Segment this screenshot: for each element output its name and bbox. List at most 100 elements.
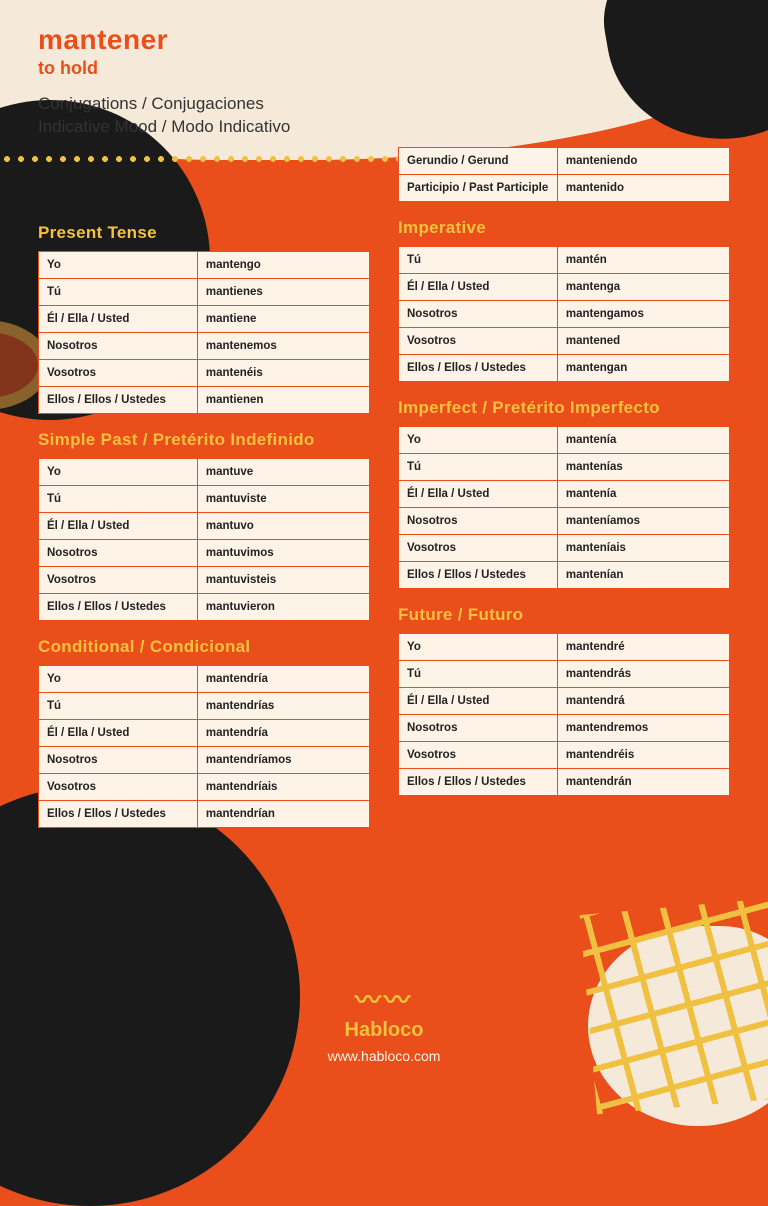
form-cell: mantenéis	[197, 359, 369, 386]
pronoun-cell: Vosotros	[39, 359, 198, 386]
pronoun-cell: Vosotros	[39, 773, 198, 800]
table-row: Vosotrosmantenéis	[39, 359, 370, 386]
table-row: Él / Ella / Ustedmantendría	[39, 719, 370, 746]
form-cell: mantuve	[197, 458, 369, 485]
table-row: Vosotrosmantendréis	[399, 741, 730, 768]
pronoun-cell: Él / Ella / Usted	[399, 687, 558, 714]
pronoun-cell: Vosotros	[399, 741, 558, 768]
form-cell: mantendrás	[557, 660, 729, 687]
form-cell: mantenía	[557, 480, 729, 507]
table-row: Vosotrosmantuvisteis	[39, 566, 370, 593]
form-cell: mantengan	[557, 354, 729, 381]
form-cell: mantened	[557, 327, 729, 354]
form-cell: manteníamos	[557, 507, 729, 534]
form-cell: manteniendo	[557, 147, 729, 174]
brand-name: Habloco	[0, 1019, 768, 1042]
form-cell: mantendríamos	[197, 746, 369, 773]
pronoun-cell: Nosotros	[399, 714, 558, 741]
label-cell: Gerundio / Gerund	[399, 147, 558, 174]
pronoun-cell: Él / Ella / Usted	[399, 273, 558, 300]
form-cell: mantuvo	[197, 512, 369, 539]
table-row: Ellos / Ellos / Ustedesmantuvieron	[39, 593, 370, 620]
pronoun-cell: Yo	[399, 426, 558, 453]
table-row: Nosotrosmantendremos	[399, 714, 730, 741]
table-present: Yomantengo Túmantienes Él / Ella / Usted…	[38, 251, 370, 414]
form-cell: mantuvieron	[197, 593, 369, 620]
form-cell: mantenían	[557, 561, 729, 588]
form-cell: mantiene	[197, 305, 369, 332]
section-title-conditional: Conditional / Condicional	[38, 637, 370, 657]
form-cell: mantendréis	[557, 741, 729, 768]
form-cell: mantuviste	[197, 485, 369, 512]
form-cell: mantendría	[197, 665, 369, 692]
form-cell: mantendría	[197, 719, 369, 746]
pronoun-cell: Nosotros	[399, 507, 558, 534]
pronoun-cell: Yo	[39, 665, 198, 692]
pronoun-cell: Yo	[39, 458, 198, 485]
pronoun-cell: Él / Ella / Usted	[39, 512, 198, 539]
verb-translation: to hold	[38, 58, 730, 79]
table-conditional: Yomantendría Túmantendrías Él / Ella / U…	[38, 665, 370, 828]
table-row: Vosotrosmantened	[399, 327, 730, 354]
form-cell: mantendremos	[557, 714, 729, 741]
pronoun-cell: Tú	[399, 660, 558, 687]
form-cell: mantienes	[197, 278, 369, 305]
form-cell: mantén	[557, 246, 729, 273]
table-row: Túmantenías	[399, 453, 730, 480]
table-row: Túmantendrás	[399, 660, 730, 687]
table-imperative: Túmantén Él / Ella / Ustedmantenga Nosot…	[398, 246, 730, 382]
logo-icon: 〰〰	[0, 993, 768, 1009]
table-row: Túmantendrías	[39, 692, 370, 719]
section-title-future: Future / Futuro	[398, 605, 730, 625]
pronoun-cell: Vosotros	[399, 327, 558, 354]
form-cell: mantendrían	[197, 800, 369, 827]
label-cell: Participio / Past Participle	[399, 174, 558, 201]
pronoun-cell: Tú	[39, 485, 198, 512]
table-row: Nosotrosmantendríamos	[39, 746, 370, 773]
pronoun-cell: Ellos / Ellos / Ustedes	[399, 561, 558, 588]
form-cell: mantenido	[557, 174, 729, 201]
table-row: Él / Ella / Ustedmantiene	[39, 305, 370, 332]
pronoun-cell: Tú	[39, 278, 198, 305]
form-cell: mantenías	[557, 453, 729, 480]
pronoun-cell: Nosotros	[39, 746, 198, 773]
form-cell: mantienen	[197, 386, 369, 413]
table-row: Nosotrosmantenemos	[39, 332, 370, 359]
pronoun-cell: Él / Ella / Usted	[399, 480, 558, 507]
table-row: Túmantén	[399, 246, 730, 273]
form-cell: mantendré	[557, 633, 729, 660]
pronoun-cell: Yo	[399, 633, 558, 660]
footer: 〰〰 Habloco www.habloco.com	[0, 993, 768, 1064]
pronoun-cell: Nosotros	[39, 332, 198, 359]
table-row: Vosotrosmanteníais	[399, 534, 730, 561]
table-row: Ellos / Ellos / Ustedesmantengan	[399, 354, 730, 381]
table-nonfinite: Gerundio / Gerundmanteniendo Participio …	[398, 147, 730, 202]
table-future: Yomantendré Túmantendrás Él / Ella / Ust…	[398, 633, 730, 796]
brand-url: www.habloco.com	[0, 1048, 768, 1064]
table-row: Yomantendré	[399, 633, 730, 660]
table-row: Yomantuve	[39, 458, 370, 485]
table-simple-past: Yomantuve Túmantuviste Él / Ella / Usted…	[38, 458, 370, 621]
subheading-line1: Conjugations / Conjugaciones	[38, 94, 264, 113]
table-row: Yomantengo	[39, 251, 370, 278]
pronoun-cell: Tú	[39, 692, 198, 719]
pronoun-cell: Yo	[39, 251, 198, 278]
table-row: Nosotrosmanteníamos	[399, 507, 730, 534]
table-row: Nosotrosmantengamos	[399, 300, 730, 327]
table-row: Nosotrosmantuvimos	[39, 539, 370, 566]
table-row: Yomantenía	[399, 426, 730, 453]
section-title-imperfect: Imperfect / Pretérito Imperfecto	[398, 398, 730, 418]
form-cell: mantendrías	[197, 692, 369, 719]
pronoun-cell: Él / Ella / Usted	[39, 719, 198, 746]
form-cell: mantuvisteis	[197, 566, 369, 593]
pronoun-cell: Ellos / Ellos / Ustedes	[39, 386, 198, 413]
table-row: Ellos / Ellos / Ustedesmantienen	[39, 386, 370, 413]
section-title-present: Present Tense	[38, 223, 370, 243]
pronoun-cell: Vosotros	[39, 566, 198, 593]
pronoun-cell: Él / Ella / Usted	[39, 305, 198, 332]
form-cell: mantenemos	[197, 332, 369, 359]
subheading-line2: Indicative Mood / Modo Indicativo	[38, 117, 290, 136]
section-title-simple-past: Simple Past / Pretérito Indefinido	[38, 430, 370, 450]
form-cell: mantenga	[557, 273, 729, 300]
pronoun-cell: Tú	[399, 246, 558, 273]
